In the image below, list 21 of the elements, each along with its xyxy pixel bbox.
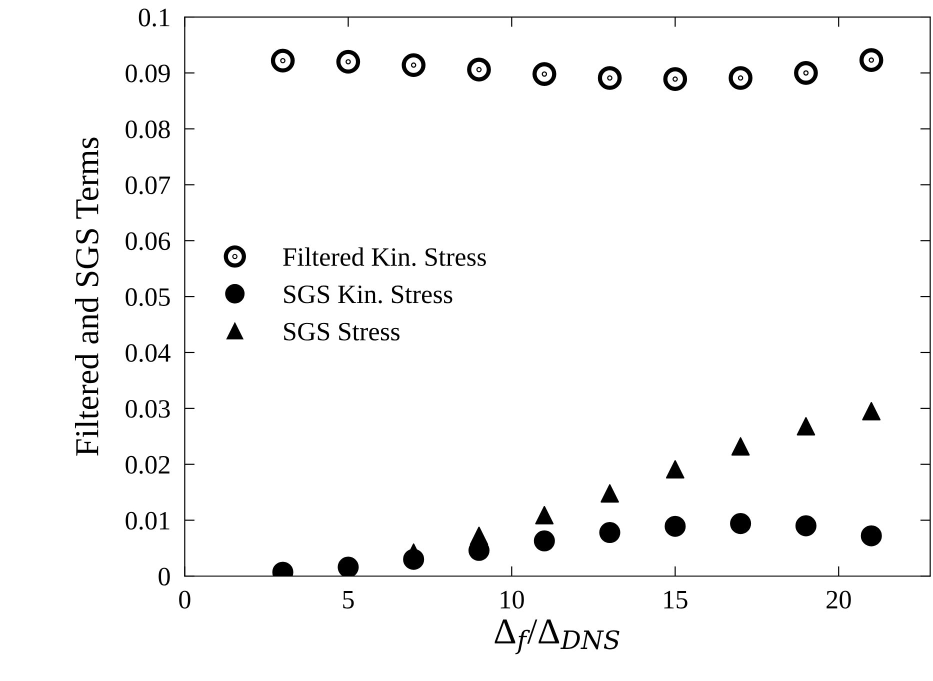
y-tick-label: 0.1: [138, 8, 170, 27]
x-axis-title: Δ$_{f}$/Δ$_{DNS}$: [494, 620, 620, 654]
legend-label: Filtered Kin. Stress: [283, 247, 486, 266]
y-tick-label: 0: [158, 568, 170, 586]
x-tick-label: 0: [179, 590, 190, 609]
x-tick-label: 5: [343, 591, 354, 609]
y-tick-label: 0.09: [126, 64, 170, 82]
y-tick-label: 0.04: [126, 344, 170, 362]
y-tick-label: 0.03: [126, 400, 170, 418]
y-tick-label: 0.01: [126, 512, 170, 530]
x-tick-label: 20: [826, 590, 851, 609]
x-tick-label: 10: [500, 590, 524, 609]
y-tick-label: 0.07: [126, 176, 170, 194]
y-tick-label: 0.08: [126, 120, 170, 138]
y-tick-label: 0.02: [126, 456, 170, 474]
legend-label: SGS Stress: [284, 322, 400, 341]
y-axis-title: Filtered and SGS Terms: [74, 138, 98, 456]
y-tick-label: 0.05: [126, 288, 170, 306]
x-tick-label: 15: [664, 590, 688, 609]
legend-label: SGS Kin. Stress: [284, 286, 452, 304]
y-tick-label: 0.06: [126, 232, 170, 250]
